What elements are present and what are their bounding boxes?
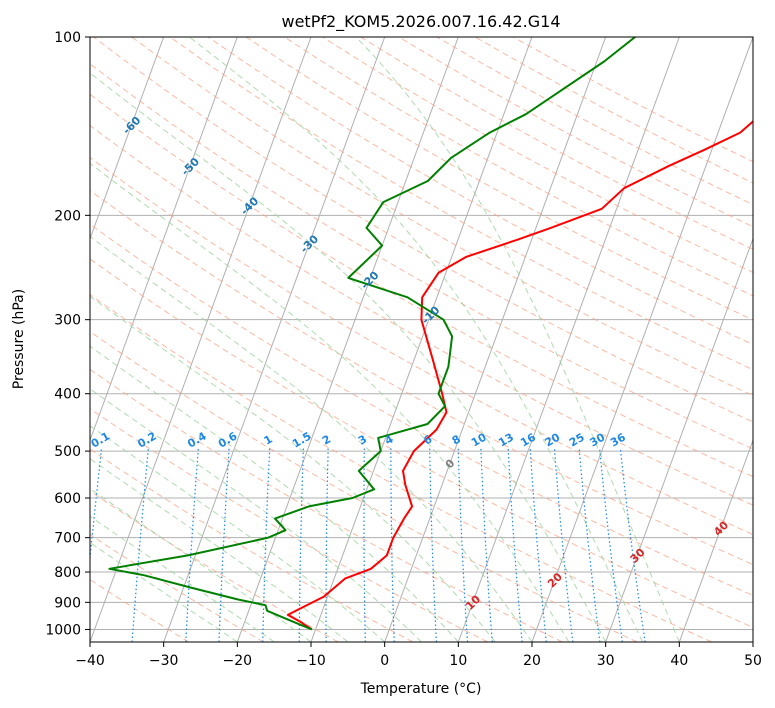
- y-tick-label: 400: [54, 387, 81, 403]
- x-tick-label: −20: [223, 653, 253, 669]
- axes: −40 −30 −20 −10 0 10 20 30 40 50 1000 900 800 700 600 5…: [45, 30, 762, 669]
- moist-adiabat-line: [355, 37, 680, 642]
- mixing-ratio-line: [390, 448, 395, 642]
- plot-frame: [89, 36, 754, 643]
- x-tick-label: 40: [670, 653, 688, 669]
- dry-adiabat-line: [90, 258, 753, 628]
- moist-adiabat-line: [90, 542, 238, 642]
- y-tick-label: 600: [54, 491, 81, 507]
- dry-adiabat-line: [90, 407, 488, 642]
- moist-adiabat-line: [90, 295, 496, 642]
- y-tick-label: 700: [54, 531, 81, 547]
- dry-adiabat-line: [90, 63, 753, 450]
- y-tick-label: 800: [54, 565, 81, 581]
- isotherm-line: [90, 37, 238, 442]
- mixing-ratio-line: [619, 448, 646, 642]
- x-axis-label: Temperature (°C): [360, 681, 482, 697]
- y-tick-label: 1000: [45, 622, 81, 638]
- y-axis-label: Pressure (hPa): [11, 289, 27, 389]
- y-tick-label: 200: [54, 208, 81, 224]
- moist-adiabat-line: [90, 345, 459, 642]
- moist-adiabat-line: [90, 72, 607, 642]
- profile-lines: [108, 37, 753, 631]
- moist-adiabat-line: [90, 388, 422, 642]
- moist-adiabat-line: [90, 235, 533, 642]
- isotherm-line: [531, 37, 753, 642]
- dry-adiabat-line: [90, 368, 563, 642]
- y-tick-label: 900: [54, 595, 81, 611]
- y-tick-label: 300: [54, 313, 81, 329]
- y-tick-label: 100: [54, 30, 81, 46]
- moist-adiabat-line: [90, 515, 275, 642]
- isotherm-line: [678, 438, 753, 642]
- dry-adiabat-line: [90, 124, 753, 506]
- isotherm-line: [90, 37, 165, 241]
- dewpoint-profile-line: [108, 37, 636, 631]
- dry-adiabat-line: [90, 533, 264, 642]
- dry-adiabat-line: [93, 37, 753, 423]
- isotherm-line: [457, 37, 680, 642]
- dry-adiabat-line: [207, 37, 753, 346]
- dry-adiabat-line: [245, 37, 753, 321]
- moist-adiabat-line: [90, 425, 386, 642]
- dry-adiabat-line: [90, 294, 712, 642]
- mixing-ratio-line: [325, 448, 329, 642]
- x-tick-label: 30: [597, 653, 615, 669]
- dry-adiabat-line: [90, 223, 753, 597]
- x-tick-label: 0: [380, 653, 389, 669]
- background-lines: [90, 37, 753, 642]
- isotherm-line: [605, 237, 753, 642]
- dry-adiabat-line: [90, 490, 339, 642]
- x-tick-label: −30: [149, 653, 179, 669]
- x-tick-label: 50: [744, 653, 762, 669]
- mixing-ratio-line: [298, 448, 304, 642]
- x-tick-label: −40: [75, 653, 105, 669]
- isotherm-line: [236, 37, 459, 642]
- x-tick-label: 20: [523, 653, 541, 669]
- plot-area: 0.10.20.40.611.52346810131620253036-100-…: [90, 37, 753, 642]
- x-tick-label: 10: [449, 653, 467, 669]
- moist-adiabat-line: [90, 488, 312, 642]
- isotherm-line: [384, 37, 607, 642]
- isotherm-line: [90, 37, 312, 642]
- chart-title: wetPf2_KOM5.2026.007.16.42.G14: [281, 12, 560, 32]
- dry-adiabat-line: [90, 189, 753, 566]
- x-tick-label: −10: [296, 653, 326, 669]
- isotherm-line: [163, 37, 386, 642]
- moist-adiabat-line: [188, 37, 643, 642]
- dry-adiabat-line: [90, 156, 753, 536]
- y-tick-label: 500: [54, 444, 81, 460]
